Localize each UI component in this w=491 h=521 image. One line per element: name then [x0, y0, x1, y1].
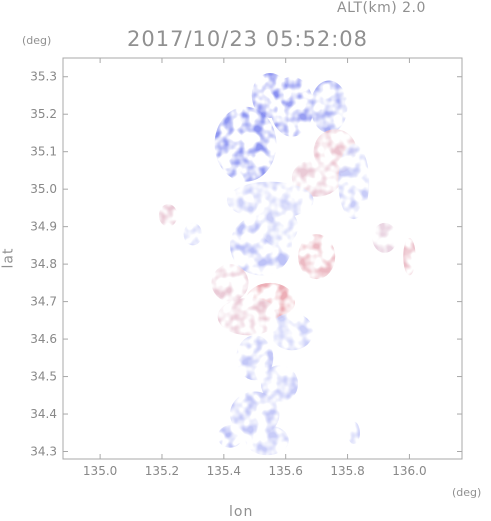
echo-field	[158, 72, 416, 456]
echo-region-24	[347, 421, 360, 445]
y-axis-ticks: 34.3 34.4 34.5 34.6 34.7 34.8 34.9 35.0 35.1 35.2…	[30, 70, 462, 459]
y-tick-label: 34.9	[30, 220, 57, 234]
echo-region-3	[251, 72, 289, 118]
y-tick-label: 35.3	[30, 70, 57, 84]
y-tick-label: 34.4	[30, 407, 57, 421]
y-tick-label: 35.2	[30, 107, 57, 121]
echo-region-13	[217, 297, 280, 336]
echo-region-11	[211, 264, 249, 302]
y-tick-label: 35.1	[30, 145, 57, 159]
echo-region-23	[158, 204, 178, 227]
x-axis-ticks: 135.0 135.2 135.4 135.6 135.8 136.0	[83, 58, 427, 478]
echo-region-5	[291, 159, 342, 197]
x-tick-label: 135.4	[207, 464, 241, 478]
echo-region-2	[310, 80, 348, 133]
echo-region-16	[260, 365, 299, 403]
x-tick-label: 135.2	[145, 464, 179, 478]
echo-region-22	[183, 222, 203, 246]
echo-region-0	[214, 106, 277, 182]
y-tick-label: 34.3	[30, 445, 57, 459]
echo-region-10	[260, 207, 299, 246]
echo-region-18	[245, 425, 289, 456]
y-tick-label: 35.0	[30, 182, 57, 196]
y-tick-label: 34.6	[30, 332, 57, 346]
x-tick-label: 135.6	[269, 464, 303, 478]
echo-region-19	[217, 425, 243, 448]
echo-region-7	[226, 181, 314, 220]
echo-region-9	[298, 234, 336, 280]
x-tick-label: 135.8	[330, 464, 364, 478]
echo-region-17	[230, 391, 280, 437]
x-axis-unit: (deg)	[452, 486, 482, 499]
plot-frame	[62, 57, 463, 460]
x-axis-label: lon	[229, 504, 254, 520]
echo-region-6	[338, 144, 370, 220]
y-axis-unit: (deg)	[22, 34, 52, 47]
y-tick-label: 34.8	[30, 257, 57, 271]
y-tick-label: 34.7	[30, 295, 57, 309]
altitude-label: ALT(km) 2.0	[337, 0, 426, 16]
echo-region-15	[236, 335, 274, 381]
y-tick-label: 34.5	[30, 370, 57, 384]
echo-region-20	[372, 222, 398, 253]
x-tick-label: 136.0	[392, 464, 426, 478]
x-tick-label: 135.0	[83, 464, 117, 478]
datetime-title: 2017/10/23 05:52:08	[127, 27, 369, 51]
echo-region-14	[270, 312, 314, 351]
echo-region-21	[403, 237, 416, 276]
